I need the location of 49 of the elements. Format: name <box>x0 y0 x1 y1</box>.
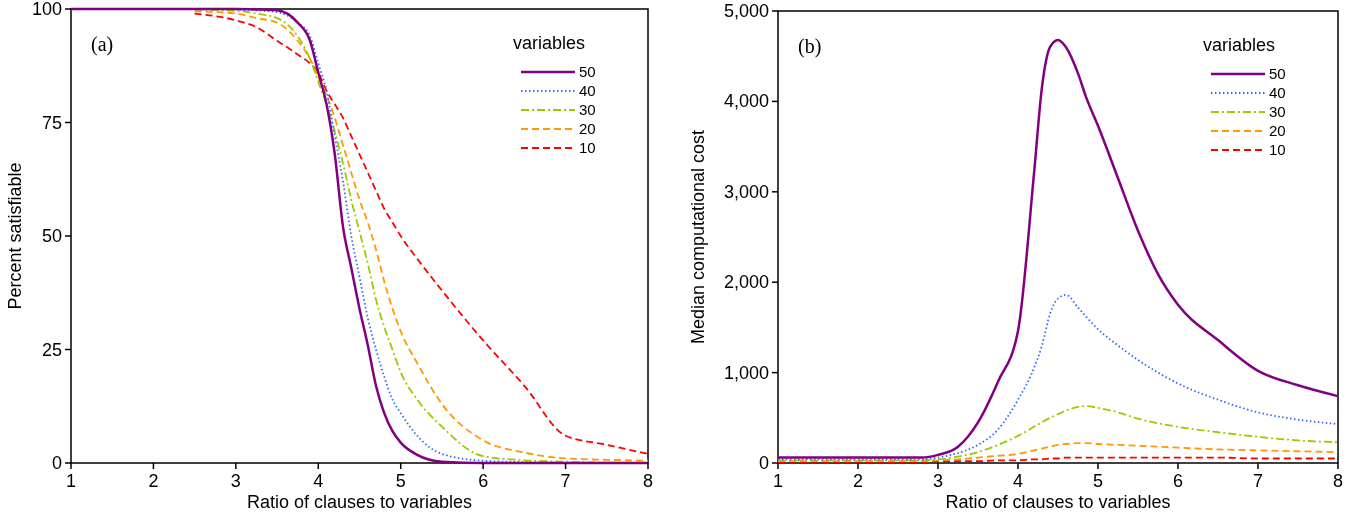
y-tick-label: 3,000 <box>723 181 769 202</box>
x-tick-label: 2 <box>852 471 864 491</box>
legend-label: 40 <box>579 82 596 99</box>
x-tick-label: 4 <box>313 471 324 491</box>
y-tick-label: 5,000 <box>723 1 769 21</box>
legend-title: variables <box>513 33 586 53</box>
y-tick-label: 4,000 <box>723 91 769 112</box>
line-series <box>777 442 1339 463</box>
line-series <box>69 7 650 465</box>
y-tick-label: 75 <box>41 112 62 133</box>
x-axis-title: Ratio of clauses to variables <box>246 492 473 512</box>
x-tick-label: 7 <box>560 471 571 491</box>
y-tick-label: 100 <box>31 0 62 19</box>
x-tick-label: 6 <box>1172 471 1184 491</box>
annotation: (b) <box>798 35 822 58</box>
y-tick-label: 50 <box>41 226 62 246</box>
x-tick-label: 3 <box>230 471 241 491</box>
legend-label: 30 <box>1269 103 1286 120</box>
x-tick-label: 8 <box>642 471 654 491</box>
y-axis-title: Percent satisfiable <box>5 162 25 310</box>
x-tick-label: 7 <box>1252 471 1264 491</box>
line-series <box>776 38 1340 459</box>
legend-label: 30 <box>579 101 596 118</box>
y-tick-label: 1,000 <box>723 362 769 383</box>
legend-title: variables <box>1203 35 1276 55</box>
x-tick-label: 1 <box>772 471 784 491</box>
x-tick-label: 5 <box>395 471 406 491</box>
x-tick-label: 3 <box>932 471 944 491</box>
legend-label: 50 <box>579 63 596 80</box>
y-tick-label: 0 <box>758 453 769 473</box>
legend-label: 20 <box>1269 122 1286 139</box>
legend-label: 10 <box>1269 141 1286 158</box>
legend-label: 40 <box>1269 84 1286 101</box>
x-tick-label: 4 <box>1012 471 1024 491</box>
y-tick-label: 0 <box>51 453 62 473</box>
legend-label: 50 <box>1269 65 1286 82</box>
y-tick-label: 25 <box>41 339 62 360</box>
y-tick-label: 2,000 <box>723 272 769 293</box>
annotation: (a) <box>91 33 114 56</box>
x-tick-label: 8 <box>1332 471 1344 491</box>
x-tick-label: 6 <box>478 471 489 491</box>
legend-label: 20 <box>579 120 596 137</box>
x-tick-label: 1 <box>65 471 77 491</box>
x-tick-label: 5 <box>1092 471 1104 491</box>
y-axis-title: Median computational cost <box>688 129 708 345</box>
x-tick-label: 2 <box>148 471 159 491</box>
line-series <box>777 405 1339 462</box>
x-axis-title: Ratio of clauses to variables <box>945 492 1171 512</box>
legend-label: 10 <box>579 139 596 156</box>
